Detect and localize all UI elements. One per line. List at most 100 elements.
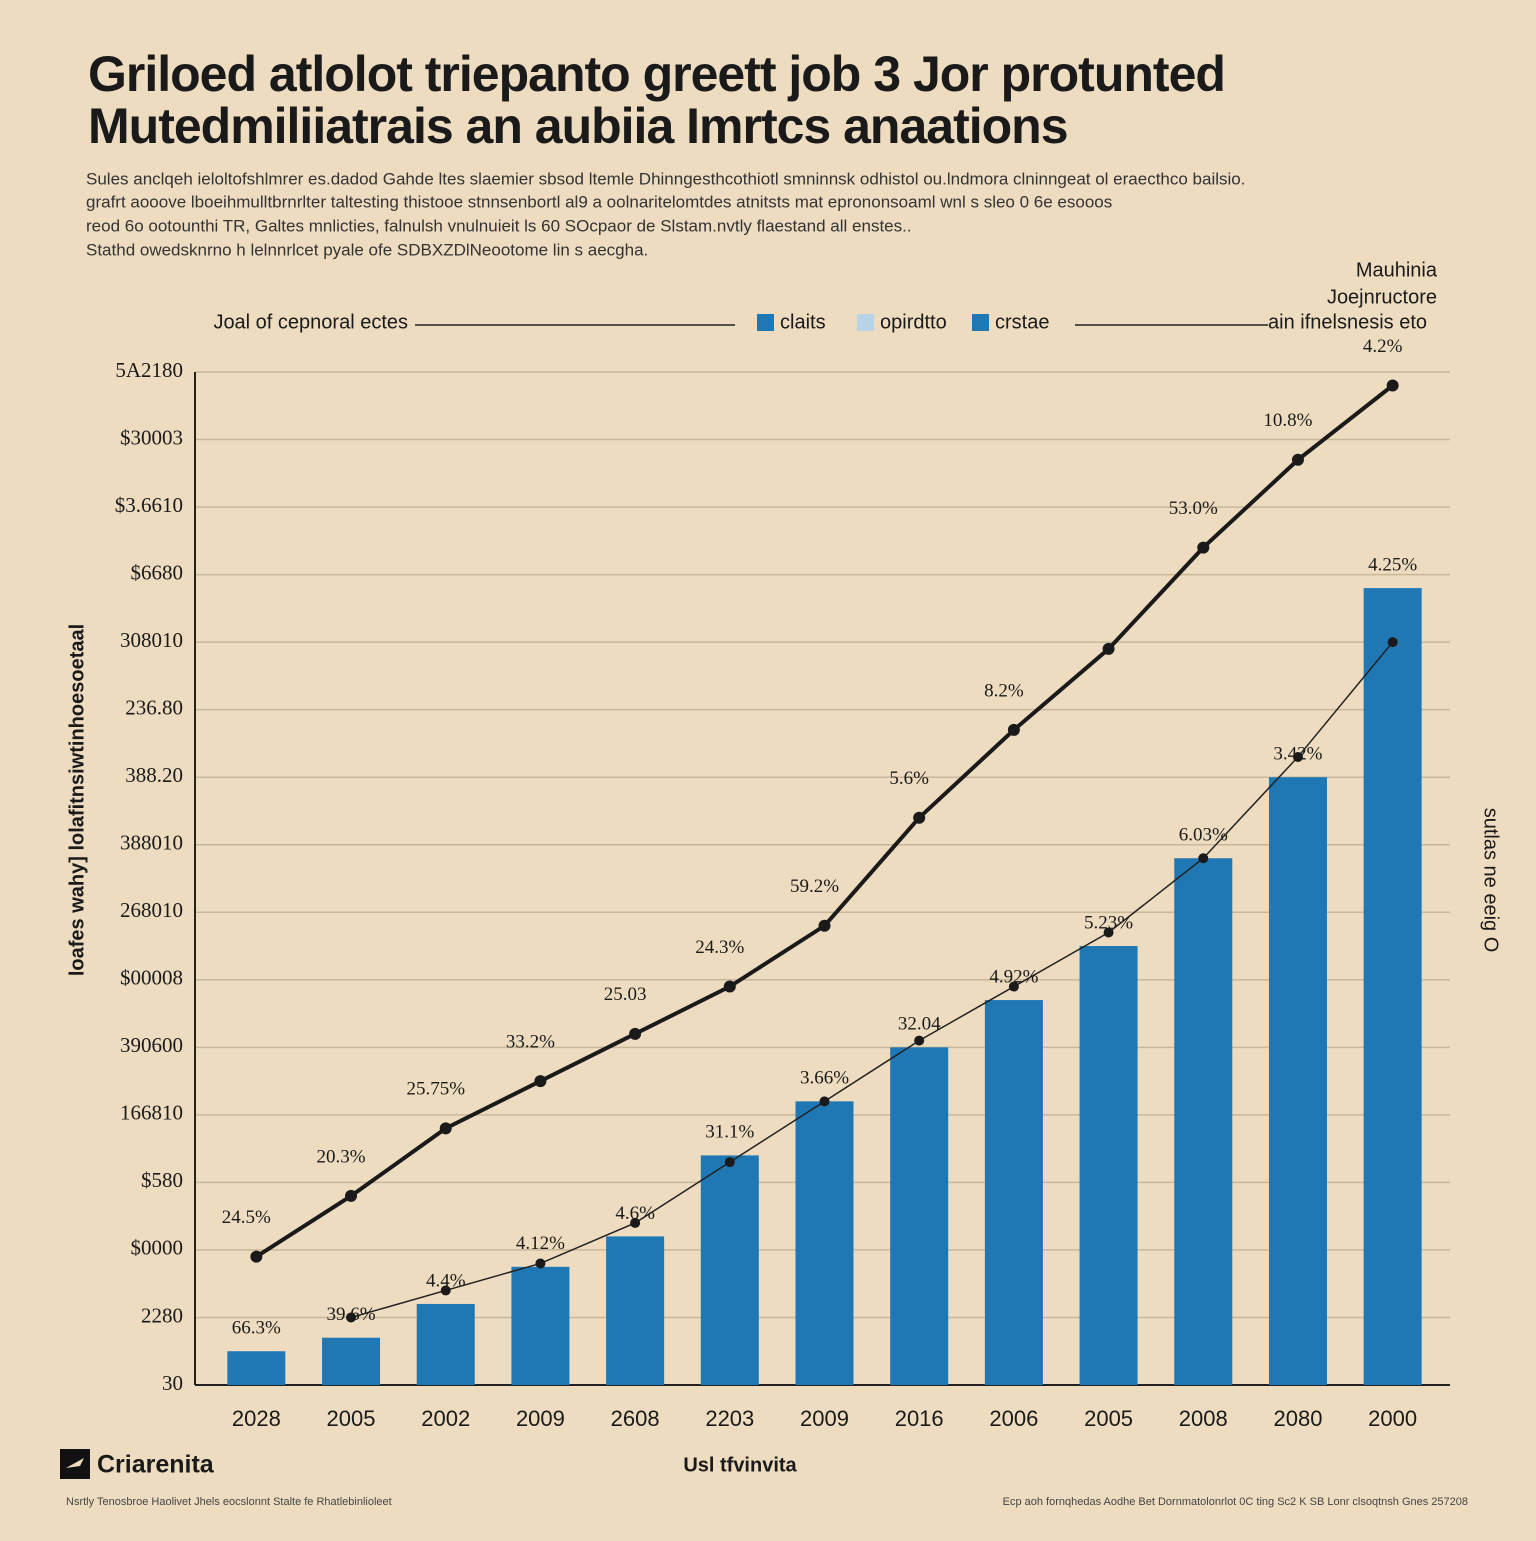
point bbox=[630, 1217, 641, 1228]
point bbox=[723, 980, 736, 993]
x-tick-label: 2005 bbox=[327, 1406, 376, 1431]
y-tick-label: $3.6610 bbox=[115, 493, 183, 517]
point bbox=[1291, 453, 1304, 466]
chart-title: Mutedmiliiatrais an aubiia Imrtcs anaati… bbox=[88, 98, 1068, 154]
bar bbox=[984, 1000, 1043, 1385]
point bbox=[819, 1096, 830, 1107]
point bbox=[913, 811, 926, 824]
data-label: 59.2% bbox=[790, 876, 839, 897]
bar bbox=[1268, 777, 1327, 1385]
point bbox=[1008, 981, 1019, 992]
data-label: 10.8% bbox=[1263, 410, 1312, 431]
data-label: 25.75% bbox=[406, 1079, 465, 1100]
point bbox=[534, 1075, 547, 1088]
y-tick-label: 390600 bbox=[120, 1033, 183, 1057]
bar bbox=[227, 1351, 286, 1385]
subtitle: grafrt aooove lboeihmulltbrnrlter taltes… bbox=[86, 192, 1112, 211]
data-label: 5.23% bbox=[1084, 912, 1133, 933]
point bbox=[724, 1157, 735, 1168]
data-label: 4.25% bbox=[1368, 554, 1417, 575]
data-label: 3.66% bbox=[800, 1068, 849, 1089]
bar bbox=[511, 1266, 570, 1385]
x-tick-label: 2016 bbox=[895, 1406, 944, 1431]
point bbox=[535, 1258, 546, 1269]
y-tick-label: 166810 bbox=[120, 1101, 183, 1125]
bar bbox=[1363, 588, 1422, 1385]
legend-swatch bbox=[972, 314, 989, 331]
x-tick-label: 2008 bbox=[1179, 1406, 1228, 1431]
y-tick-label: 236.80 bbox=[125, 695, 183, 719]
data-label: 5.6% bbox=[889, 768, 929, 789]
point bbox=[345, 1189, 358, 1202]
point bbox=[1007, 723, 1020, 736]
legend-label: opirdtto bbox=[880, 311, 947, 333]
y-tick-label: 388010 bbox=[120, 831, 183, 855]
data-label: 4.4% bbox=[426, 1270, 466, 1291]
data-label: 53.0% bbox=[1169, 498, 1218, 519]
data-label: 4.2% bbox=[1363, 336, 1403, 357]
x-axis-label: Usl tfvinvita bbox=[683, 1454, 797, 1476]
line bbox=[350, 641, 1394, 1319]
point bbox=[818, 919, 831, 932]
bar bbox=[416, 1303, 475, 1385]
y2-axis-label: sutlas ne eeig O bbox=[1480, 808, 1502, 953]
y-tick-label: 5A2180 bbox=[115, 358, 183, 382]
logo: Criarenita bbox=[97, 1451, 215, 1479]
legend-swatch bbox=[857, 314, 874, 331]
data-label: 4.6% bbox=[615, 1203, 655, 1224]
subtitle: Stathd owedsknrno h lelnnrlcet pyale ofe… bbox=[86, 240, 648, 259]
y-axis-label: loafes wahy] lolafitnsiwtinhoesoetaal bbox=[66, 624, 88, 976]
subtitle: Sules anclqeh ieloltofshlmrer es.dadod G… bbox=[86, 169, 1245, 188]
y-tick-label: $0000 bbox=[131, 1236, 184, 1260]
point bbox=[1387, 637, 1398, 648]
bar bbox=[700, 1155, 759, 1385]
bar bbox=[322, 1337, 381, 1385]
point bbox=[1103, 927, 1114, 938]
bar bbox=[1174, 858, 1233, 1385]
point bbox=[1197, 541, 1210, 554]
bar bbox=[1079, 946, 1138, 1385]
footer: Ecp aoh fornqhedas Aodhe Bet Dornmatolon… bbox=[1003, 1496, 1468, 1508]
x-tick-label: 2080 bbox=[1273, 1406, 1322, 1431]
y-tick-label: $00008 bbox=[120, 966, 183, 990]
x-tick-label: 2000 bbox=[1368, 1406, 1417, 1431]
point bbox=[1102, 642, 1115, 655]
x-tick-label: 2009 bbox=[516, 1406, 565, 1431]
y-tick-label: $6680 bbox=[131, 560, 184, 584]
x-tick-label: 2028 bbox=[232, 1406, 281, 1431]
bar bbox=[795, 1101, 854, 1385]
data-label: 4.92% bbox=[989, 966, 1038, 987]
point bbox=[1198, 853, 1209, 864]
y-tick-label: $30003 bbox=[120, 425, 183, 449]
x-tick-label: 2002 bbox=[421, 1406, 470, 1431]
data-label: 8.2% bbox=[984, 680, 1024, 701]
data-label: 32.04 bbox=[898, 1014, 941, 1035]
data-label: 33.2% bbox=[506, 1031, 555, 1052]
point bbox=[250, 1250, 263, 1263]
note: Mauhinia bbox=[1356, 259, 1438, 281]
data-label: 24.5% bbox=[222, 1207, 271, 1228]
x-tick-label: 2009 bbox=[800, 1406, 849, 1431]
point bbox=[440, 1285, 451, 1296]
legend-swatch bbox=[757, 314, 774, 331]
legend-title: Joal of cepnoral ectes bbox=[213, 311, 408, 333]
logo-mark bbox=[66, 1458, 84, 1468]
point bbox=[1386, 379, 1399, 392]
y-tick-label: 308010 bbox=[120, 628, 183, 652]
chart-title: Griloed atlolot triepanto greett job 3 J… bbox=[88, 46, 1225, 102]
bar bbox=[890, 1047, 949, 1385]
footer: Nsrtly Tenosbroe Haolivet Jhels eocslonn… bbox=[66, 1496, 392, 1508]
point bbox=[439, 1122, 452, 1135]
x-tick-label: 2608 bbox=[611, 1406, 660, 1431]
y-tick-label: 268010 bbox=[120, 898, 183, 922]
x-tick-label: 2005 bbox=[1084, 1406, 1133, 1431]
point bbox=[914, 1035, 925, 1046]
y-tick-label: 388.20 bbox=[125, 763, 183, 787]
subtitle: reod 6o ootounthi TR, Galtes mnlicties, … bbox=[86, 216, 912, 235]
y-tick-label: 2280 bbox=[141, 1303, 183, 1327]
x-tick-label: 2006 bbox=[989, 1406, 1038, 1431]
legend-label: claits bbox=[780, 311, 826, 333]
data-label: 66.3% bbox=[232, 1318, 281, 1339]
point bbox=[629, 1027, 642, 1040]
